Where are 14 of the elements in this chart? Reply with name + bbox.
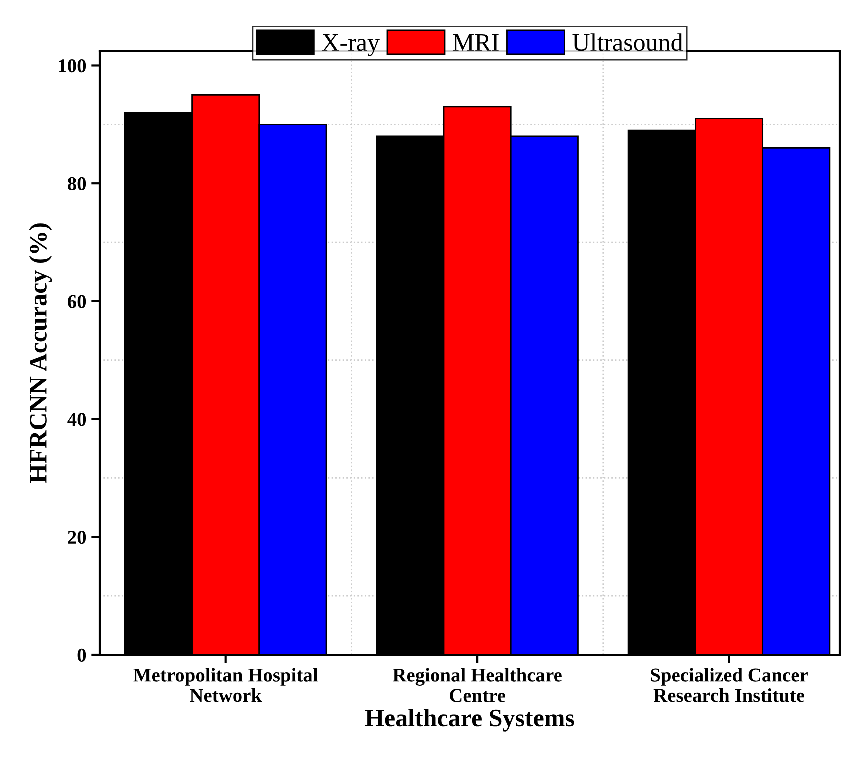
y-tick-label: 40 [68,413,86,426]
legend-label: X-ray [322,34,380,56]
y-tick-label: 100 [59,60,86,73]
x-tick-label: Metropolitan Hospital Network [134,668,318,702]
y-tick-label: 20 [68,530,86,544]
y-tick-label: 80 [68,177,86,191]
x-tick-label: Specialized Cancer Research Institute [651,668,808,702]
y-tick-label: 0 [78,648,86,662]
y-tick-label: 60 [68,295,86,308]
x-tick-label: Regional Healthcare Centre [393,668,562,702]
legend-label: Ultrasound [572,34,684,52]
legend-label: MRI [453,34,499,51]
x-axis-title: Healthcare Systems [365,709,574,732]
y-axis-title: HFRCNN Accuracy (%) [29,224,52,484]
